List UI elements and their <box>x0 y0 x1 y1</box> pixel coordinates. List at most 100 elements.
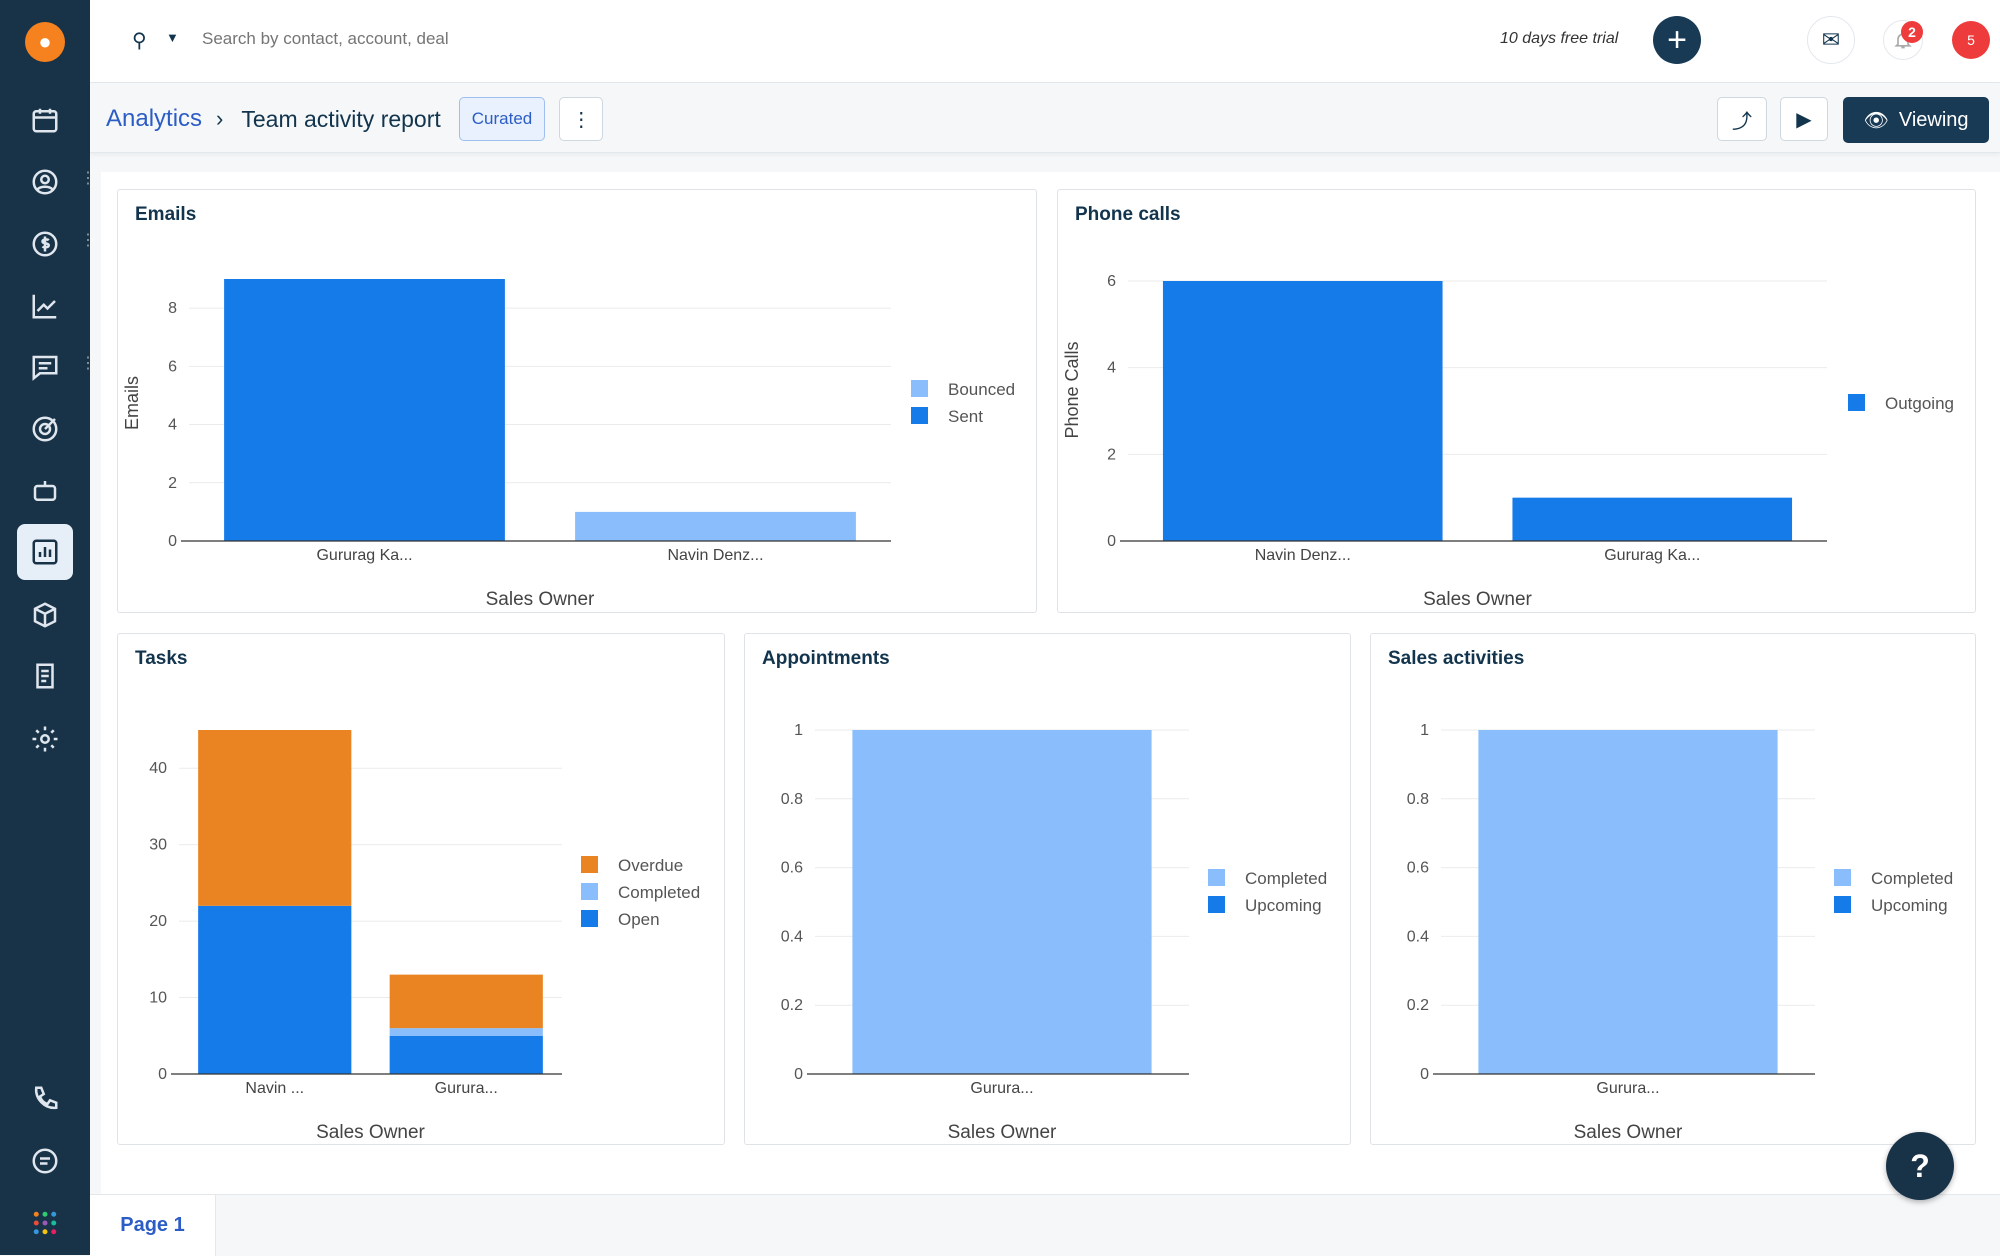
legend-label[interactable]: Completed <box>1871 869 1953 888</box>
y-tick-label: 0 <box>1420 1066 1429 1083</box>
chart-title: Sales activities <box>1388 648 1525 669</box>
trend-icon[interactable] <box>17 278 73 334</box>
bar-completed[interactable] <box>852 730 1152 1074</box>
export-icon[interactable]: ⤴ <box>1717 97 1767 141</box>
deals-icon[interactable] <box>17 216 73 272</box>
y-tick-label: 6 <box>168 358 177 375</box>
bar-overdue[interactable] <box>389 974 543 1029</box>
mail-icon[interactable]: ✉ <box>1807 16 1855 64</box>
x-tick-label: Gurura... <box>1596 1080 1659 1097</box>
analytics-icon[interactable] <box>17 524 73 580</box>
legend-label[interactable]: Sent <box>948 407 983 426</box>
y-tick-label: 0 <box>168 533 177 550</box>
bar-sent[interactable] <box>224 279 505 541</box>
chart-svg: 0 2 4 6 Navin Denz... Gururag Ka... Sales Owne… <box>1062 273 1954 610</box>
phone-icon[interactable] <box>17 1071 73 1127</box>
bar-open[interactable] <box>198 905 352 1074</box>
help-button[interactable]: ? <box>1886 1132 1954 1200</box>
chat-icon[interactable] <box>17 339 73 395</box>
tasks-chart-panel: 0 10 20 30 40 Navin ... Gurura... Sales Owner Ov… <box>117 633 725 1145</box>
chart-title: Appointments <box>762 648 890 669</box>
contacts-icon[interactable] <box>17 154 73 210</box>
alerts-badge[interactable]: 5 <box>1952 21 1990 59</box>
x-tick-label: Gurura... <box>970 1080 1033 1097</box>
x-axis-title: Sales Owner <box>486 589 595 610</box>
chart-title: Emails <box>135 204 197 225</box>
bar-overdue[interactable] <box>198 730 352 906</box>
apps-grid-icon[interactable] <box>17 1195 73 1251</box>
y-tick-label: 0.6 <box>1407 860 1429 877</box>
y-tick-label: 30 <box>149 837 167 854</box>
bot-icon[interactable] <box>17 463 73 519</box>
more-options-button[interactable]: ⋮ <box>559 97 604 141</box>
sidebar: ● ⋮ ⋮ ⋮ <box>0 0 96 1255</box>
bar-bounced[interactable] <box>575 511 856 541</box>
chevron-down-icon[interactable]: ▼ <box>166 30 179 45</box>
y-tick-label: 0.8 <box>1407 791 1429 808</box>
bar-outgoing[interactable] <box>1512 497 1793 541</box>
x-axis-title: Sales Owner <box>1574 1122 1683 1143</box>
add-button[interactable]: + <box>1653 16 1701 64</box>
legend-swatch <box>911 380 928 397</box>
legend-swatch <box>581 910 598 927</box>
top-bar: ⚲ ▼ 10 days free trial + ✉ 2 5 G <box>90 0 2000 83</box>
legend-label[interactable]: Open <box>618 910 660 929</box>
emails-chart-panel: 0 2 4 6 8 Gururag Ka... Navin Denz... Sales Own… <box>117 189 1037 613</box>
app-logo[interactable]: ● <box>25 22 65 62</box>
x-axis-title: Sales Owner <box>948 1122 1057 1143</box>
viewing-label: Viewing <box>1898 108 1969 131</box>
bar-outgoing[interactable] <box>1162 281 1443 541</box>
y-tick-label: 40 <box>149 760 167 777</box>
viewing-button[interactable]: 👁 Viewing <box>1843 97 1989 143</box>
x-tick-label: Navin ... <box>245 1080 304 1097</box>
y-tick-label: 1 <box>794 722 803 739</box>
y-tick-label: 0.2 <box>1407 997 1429 1014</box>
chart-title: Phone calls <box>1075 204 1181 225</box>
legend-label[interactable]: Bounced <box>948 380 1015 399</box>
page-tab-1[interactable]: Page 1 <box>90 1195 216 1256</box>
page-tabs-bar: Page 1 <box>90 1194 2000 1256</box>
more-icon[interactable]: ⋮ <box>80 170 96 187</box>
legend-swatch <box>1834 869 1851 886</box>
title-row: Analytics › Team activity report Curated… <box>106 97 604 141</box>
present-icon[interactable]: ▶ <box>1780 97 1828 141</box>
chart-svg: 0 2 4 6 8 Gururag Ka... Navin Denz... Sales Own… <box>122 279 1015 610</box>
breadcrumb-analytics[interactable]: Analytics <box>106 105 203 132</box>
x-tick-label: Navin Denz... <box>667 547 763 564</box>
bar-completed[interactable] <box>389 1028 543 1036</box>
more-icon[interactable]: ⋮ <box>80 232 96 249</box>
report-canvas: 0 2 4 6 8 Gururag Ka... Navin Denz... Sales Own… <box>101 172 2000 1194</box>
target-icon[interactable] <box>17 401 73 457</box>
legend-label[interactable]: Overdue <box>618 856 683 875</box>
bar-completed[interactable] <box>1478 730 1778 1074</box>
documents-icon[interactable] <box>17 648 73 704</box>
bar-open[interactable] <box>389 1035 543 1074</box>
settings-icon[interactable] <box>17 711 73 767</box>
trial-text: 10 days free trial <box>1500 30 1619 47</box>
y-tick-label: 2 <box>1107 446 1116 463</box>
eye-icon: 👁 <box>1863 109 1889 132</box>
products-icon[interactable] <box>17 587 73 643</box>
chart-svg: 0 0.2 0.4 0.6 0.8 1 Gurura... Sales Owner Comple… <box>781 722 1327 1143</box>
phone-calls-chart-panel: 0 2 4 6 Navin Denz... Gururag Ka... Sales Owne… <box>1057 189 1976 613</box>
legend-swatch <box>581 883 598 900</box>
sales-activities-chart-panel: 0 0.2 0.4 0.6 0.8 1 Gurura... Sales Owner Comple… <box>1370 633 1976 1145</box>
legend-label[interactable]: Completed <box>1245 869 1327 888</box>
y-tick-label: 6 <box>1107 273 1116 290</box>
legend-label[interactable]: Outgoing <box>1885 394 1954 413</box>
y-tick-label: 20 <box>149 913 167 930</box>
calendar-icon[interactable] <box>17 92 73 148</box>
messages-icon[interactable] <box>17 1133 73 1189</box>
more-icon[interactable]: ⋮ <box>80 355 96 372</box>
x-tick-label: Gururag Ka... <box>316 547 412 564</box>
x-tick-label: Gururag Ka... <box>1604 547 1700 564</box>
legend-label[interactable]: Upcoming <box>1871 896 1948 915</box>
search-icon[interactable]: ⚲ <box>132 30 147 52</box>
legend-label[interactable]: Completed <box>618 883 700 902</box>
y-tick-label: 0.4 <box>1407 928 1429 945</box>
y-tick-label: 4 <box>1107 360 1116 377</box>
y-tick-label: 8 <box>168 300 177 317</box>
search-input[interactable] <box>202 24 702 54</box>
y-tick-label: 10 <box>149 990 167 1007</box>
legend-label[interactable]: Upcoming <box>1245 896 1322 915</box>
